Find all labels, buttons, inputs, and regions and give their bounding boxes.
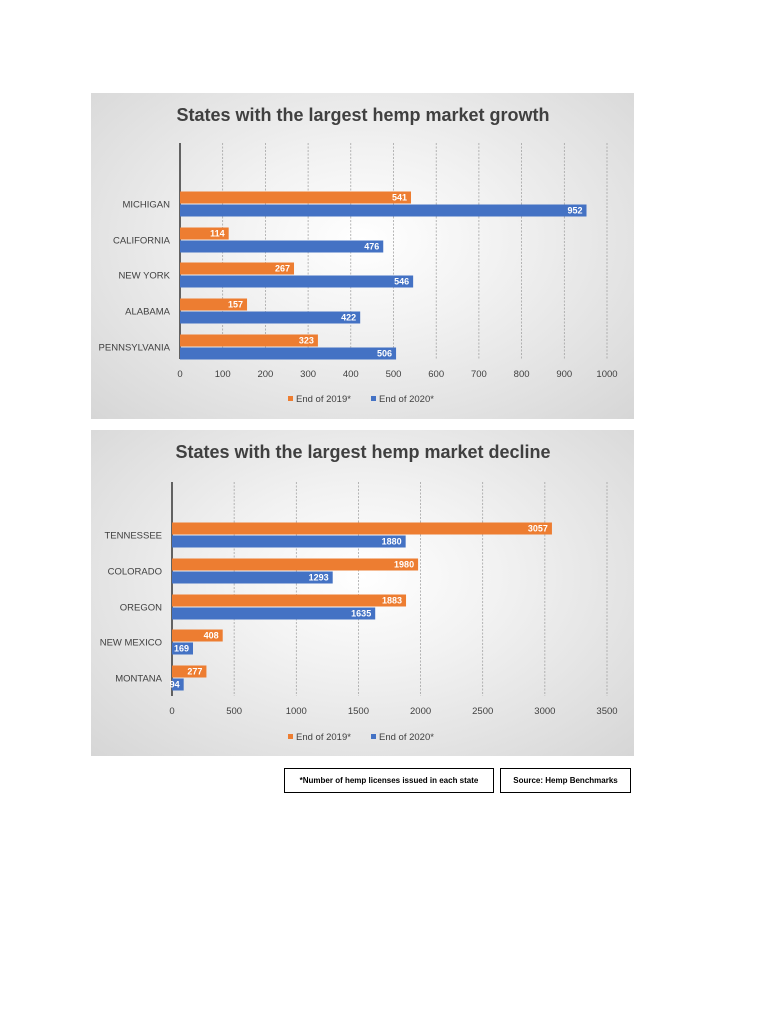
bar-2019 — [172, 665, 207, 678]
category-label: NEW MEXICO — [100, 638, 162, 649]
source-box: Source: Hemp Benchmarks — [500, 768, 631, 793]
x-tick-label: 0 — [177, 369, 182, 380]
x-tick-label: 900 — [556, 369, 572, 380]
chart-decline-panel: States with the largest hemp market decl… — [91, 430, 634, 756]
chart-decline: States with the largest hemp market decl… — [100, 442, 618, 743]
x-tick-label: 400 — [343, 369, 359, 380]
data-label-2020: 546 — [394, 277, 409, 287]
legend-swatch — [371, 396, 376, 401]
footnote-box: *Number of hemp licenses issued in each … — [284, 768, 494, 793]
chart-growth-panel: States with the largest hemp market grow… — [91, 93, 634, 419]
bar-2020 — [180, 311, 361, 324]
legend-swatch — [288, 396, 293, 401]
legend-label: End of 2019* — [296, 394, 351, 405]
data-label-2019: 114 — [210, 229, 225, 239]
x-tick-label: 600 — [428, 369, 444, 380]
data-label-2019: 277 — [187, 667, 202, 677]
bar-2019 — [180, 227, 229, 240]
x-tick-label: 800 — [514, 369, 530, 380]
footnote-text: *Number of hemp licenses issued in each … — [299, 776, 479, 785]
x-tick-label: 1000 — [286, 706, 307, 717]
x-tick-label: 2000 — [410, 706, 431, 717]
source-text: Source: Hemp Benchmarks — [513, 776, 618, 785]
legend-label: End of 2020* — [379, 732, 434, 743]
category-label: MICHIGAN — [123, 200, 171, 211]
bar-2020 — [172, 535, 406, 548]
bar-2020 — [180, 204, 587, 217]
legend-label: End of 2019* — [296, 732, 351, 743]
legend-label: End of 2020* — [379, 394, 434, 405]
x-tick-label: 200 — [257, 369, 273, 380]
x-tick-label: 0 — [169, 706, 174, 717]
bar-2019 — [180, 191, 412, 204]
data-label-2019: 157 — [228, 300, 243, 310]
data-label-2019: 1883 — [382, 596, 402, 606]
category-label: MONTANA — [115, 674, 162, 685]
legend-swatch — [288, 734, 293, 739]
category-label: NEW YORK — [118, 271, 170, 282]
bar-2019 — [172, 594, 407, 607]
x-tick-label: 2500 — [472, 706, 493, 717]
x-tick-label: 300 — [300, 369, 316, 380]
data-label-2020: 1293 — [309, 573, 329, 583]
x-tick-label: 1000 — [596, 369, 617, 380]
x-tick-label: 500 — [226, 706, 242, 717]
data-label-2019: 408 — [204, 631, 219, 641]
bar-2020 — [172, 607, 376, 620]
bar-2020 — [180, 275, 414, 288]
data-label-2020: 506 — [377, 349, 392, 359]
data-label-2020: 1635 — [351, 609, 371, 619]
bar-2019 — [172, 558, 419, 571]
bar-2020 — [180, 347, 397, 360]
bar-2019 — [180, 334, 318, 347]
bar-2020 — [180, 240, 384, 253]
category-label: COLORADO — [108, 567, 162, 578]
bar-2020 — [172, 571, 333, 584]
data-label-2020: 952 — [567, 206, 582, 216]
data-label-2020: 169 — [174, 644, 189, 654]
bar-2019 — [172, 522, 552, 535]
category-label: OREGON — [120, 603, 162, 614]
category-label: ALABAMA — [125, 307, 171, 318]
bar-2020 — [172, 642, 194, 655]
bar-2019 — [180, 298, 248, 311]
x-tick-label: 1500 — [348, 706, 369, 717]
category-label: TENNESSEE — [104, 531, 162, 542]
legend-swatch — [371, 734, 376, 739]
data-label-2020: 422 — [341, 313, 356, 323]
category-label: PENNSYLVANIA — [99, 343, 171, 354]
data-label-2020: 1880 — [382, 537, 402, 547]
data-label-2019: 267 — [275, 264, 290, 274]
x-tick-label: 100 — [215, 369, 231, 380]
x-tick-label: 700 — [471, 369, 487, 380]
category-label: CALIFORNIA — [113, 236, 171, 247]
data-label-2019: 1980 — [394, 560, 414, 570]
data-label-2019: 541 — [392, 193, 407, 203]
bar-2019 — [172, 629, 223, 642]
data-label-2020: 476 — [364, 242, 379, 252]
bar-2019 — [180, 262, 295, 275]
data-label-2019: 323 — [299, 336, 314, 346]
chart-title: States with the largest hemp market decl… — [175, 442, 550, 462]
x-tick-label: 3500 — [596, 706, 617, 717]
data-label-2020: 94 — [170, 680, 180, 690]
data-label-2019: 3057 — [528, 524, 548, 534]
chart-title: States with the largest hemp market grow… — [176, 105, 549, 125]
chart-growth: States with the largest hemp market grow… — [99, 105, 618, 405]
bar-2020 — [172, 678, 184, 691]
x-tick-label: 3000 — [534, 706, 555, 717]
x-tick-label: 500 — [386, 369, 402, 380]
